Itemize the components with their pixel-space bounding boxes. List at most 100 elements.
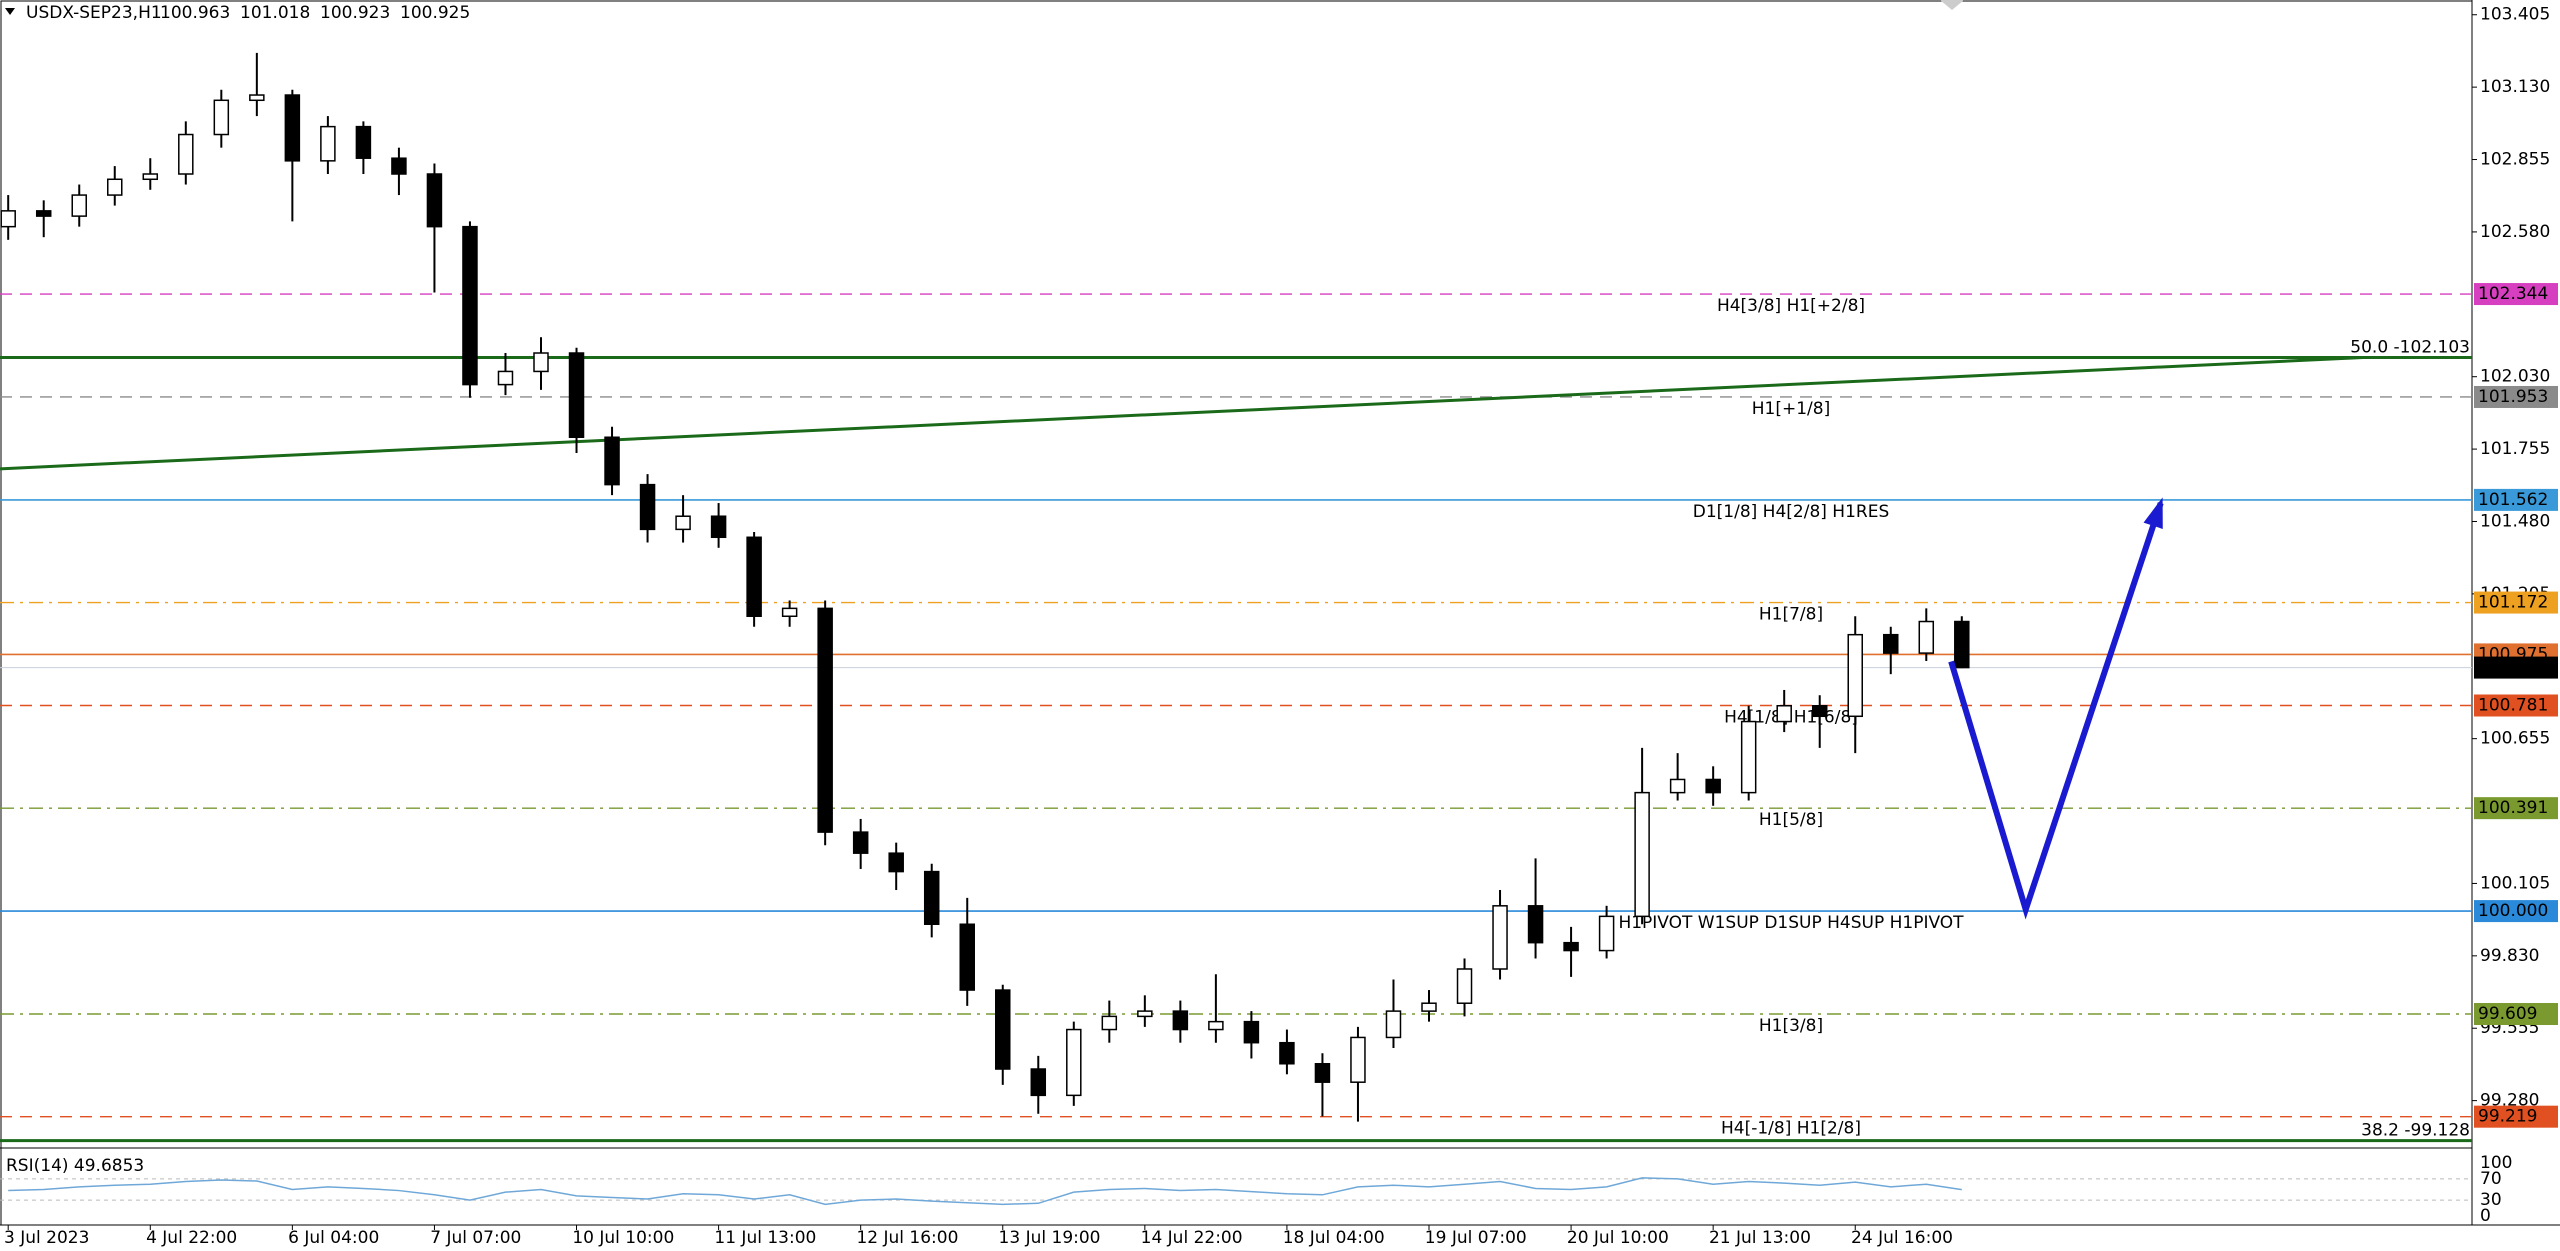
- price-tag: [2474, 694, 2558, 717]
- header-value: 100.925: [400, 3, 470, 23]
- candle-body: [675, 515, 691, 531]
- price-tag-label: 101.953: [2478, 387, 2548, 407]
- x-tick-label: 10 Jul 10:00: [572, 1228, 674, 1248]
- candle-body: [1811, 705, 1828, 718]
- x-tick-label: 24 Jul 16:00: [1851, 1228, 1953, 1248]
- y-tick-label: 103.405: [2480, 5, 2550, 25]
- candle-body: [426, 173, 443, 228]
- arrow-head: [2143, 497, 2163, 529]
- candle-body: [35, 210, 52, 217]
- y-tick-label: 103.130: [2480, 77, 2550, 97]
- candle-body: [1243, 1020, 1260, 1044]
- candle-body: [710, 515, 727, 539]
- rsi-line: [8, 1177, 1962, 1206]
- rsi-tick-label: 0: [2480, 1206, 2491, 1226]
- candle-body: [604, 436, 620, 486]
- price-tag-label: 101.172: [2478, 593, 2548, 613]
- x-tick-label: 13 Jul 19:00: [999, 1228, 1101, 1248]
- candle-body: [1314, 1063, 1331, 1083]
- y-tick-label: 100.655: [2480, 729, 2550, 749]
- y-tick-label: 99.830: [2480, 946, 2539, 966]
- candle-body: [1776, 705, 1792, 723]
- rsi-tick-label: 70: [2480, 1169, 2502, 1189]
- price-tag-label: 99.219: [2478, 1107, 2537, 1127]
- candle-body: [1385, 1010, 1402, 1039]
- candle-body: [391, 157, 407, 175]
- scroll-marker: [1940, 0, 1964, 10]
- frame: [0, 0, 2473, 1226]
- candle-body: [142, 173, 159, 181]
- price-tag: [2474, 797, 2558, 820]
- y-tick-label: 99.280: [2480, 1091, 2539, 1111]
- candle-body: [497, 370, 514, 386]
- candle-body: [1172, 1010, 1189, 1031]
- y-tick-label: 102.855: [2480, 150, 2550, 170]
- level-label: H1[5/8]: [1759, 810, 1823, 830]
- level-label: H1PIVOT W1SUP D1SUP H4SUP H1PIVOT: [1618, 913, 1964, 933]
- level-label: H1[+1/8]: [1752, 399, 1830, 419]
- candle-body: [1066, 1028, 1082, 1097]
- price-tag-label: 102.344: [2478, 284, 2548, 304]
- current-price-label: 100.925: [2478, 658, 2548, 678]
- y-tick-label: 102.030: [2480, 367, 2550, 387]
- candle-body: [817, 607, 833, 833]
- fib-label: 50.0 -102.103: [2350, 337, 2470, 357]
- candle-body: [1492, 905, 1508, 970]
- candle-body: [1847, 633, 1863, 718]
- candle-body: [1563, 941, 1579, 952]
- fib-label: 38.2 -99.128: [2361, 1121, 2470, 1141]
- price-tag-label: 100.781: [2478, 695, 2548, 715]
- candle-body: [355, 125, 372, 159]
- candle-body: [1634, 791, 1650, 918]
- candle-body: [781, 607, 798, 618]
- candle-body: [1350, 1036, 1366, 1083]
- x-tick-label: 20 Jul 10:00: [1567, 1228, 1669, 1248]
- candle-body: [71, 194, 87, 217]
- price-tag: [2474, 1003, 2558, 1026]
- candle-body: [107, 178, 123, 196]
- candle-body: [923, 870, 940, 925]
- level-label: H4[3/8] H1[+2/8]: [1717, 296, 1865, 316]
- x-tick-label: 6 Jul 04:00: [288, 1228, 379, 1248]
- candle-body: [1705, 778, 1721, 794]
- y-tick-label: 102.580: [2480, 222, 2550, 242]
- price-tag-label: 100.000: [2478, 901, 2548, 921]
- level-label: D1[1/8] H4[2/8] H1RES: [1693, 502, 1890, 522]
- candle-body: [1137, 1010, 1153, 1018]
- candle-body: [1740, 720, 1757, 794]
- candle-body: [0, 210, 16, 228]
- price-tag-label: 99.609: [2478, 1004, 2537, 1024]
- x-tick-label: 7 Jul 07:00: [430, 1228, 521, 1248]
- x-tick-label: 21 Jul 13:00: [1709, 1228, 1811, 1248]
- menu-triangle: [5, 8, 15, 15]
- candle-body: [320, 125, 336, 162]
- forecast-arrow: [1948, 502, 2164, 920]
- candle-body: [1279, 1041, 1295, 1065]
- candle-body: [639, 483, 656, 531]
- level-label: H4[-1/8] H1[2/8]: [1721, 1119, 1861, 1139]
- y-tick-label: 101.755: [2480, 439, 2550, 459]
- x-tick-label: 12 Jul 16:00: [856, 1228, 958, 1248]
- candle-body: [284, 94, 301, 162]
- header-value: 100.963: [160, 3, 230, 23]
- candle-body: [533, 352, 549, 373]
- level-label: H1[3/8]: [1759, 1016, 1823, 1036]
- candle-body: [1954, 620, 1970, 669]
- price-tag: [2474, 1105, 2558, 1128]
- header-value: 101.018: [240, 3, 310, 23]
- candle-body: [213, 99, 230, 136]
- candle-body: [462, 225, 478, 386]
- y-tick-label: 101.480: [2480, 511, 2550, 531]
- level-label: H1[7/8]: [1759, 605, 1823, 625]
- candle-body: [1598, 915, 1615, 952]
- candle-body: [1527, 905, 1544, 944]
- x-tick-label: 14 Jul 22:00: [1141, 1228, 1243, 1248]
- candle-body: [1030, 1068, 1047, 1097]
- header-value: 100.923: [320, 3, 390, 23]
- candle-body: [1208, 1020, 1224, 1031]
- candle-body: [888, 852, 904, 873]
- price-tag: [2474, 591, 2558, 614]
- candle-body: [852, 831, 869, 854]
- rsi-tick-label: 100: [2480, 1153, 2512, 1173]
